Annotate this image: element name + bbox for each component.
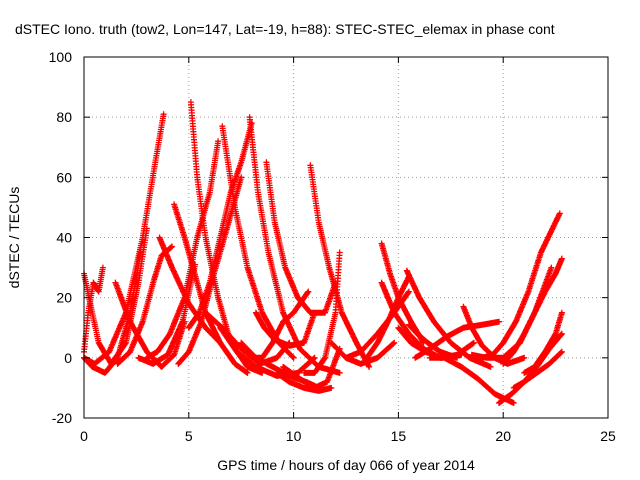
series-8 [135,261,199,367]
x-tick-label: 25 [600,428,616,444]
series-8-markers [135,261,199,367]
series-38 [479,210,563,361]
x-tick-label: 15 [391,428,407,444]
series-25 [301,249,343,376]
axis-ticks: 0 5 10 15 20 25 -20 0 20 40 60 80 100 [49,49,616,444]
chart-title: dSTEC Iono. truth (tow2, Lon=147, Lat=-1… [15,21,555,37]
series-13 [185,120,255,331]
series-24-markers [280,345,343,391]
data-markers [81,99,565,406]
y-tick-label: 20 [56,290,72,306]
y-tick-label: -20 [52,410,72,426]
series-25-markers [301,249,343,376]
x-tick-label: 5 [185,428,193,444]
series-40 [500,255,565,367]
x-tick-label: 10 [286,428,302,444]
series-26-markers [328,339,398,367]
series-21 [263,159,339,316]
series-40-markers [500,255,565,367]
series-42-markers [521,309,565,376]
y-tick-label: 40 [56,230,72,246]
x-tick-label: 0 [80,428,88,444]
series-20 [252,309,318,349]
series-26 [328,339,398,367]
series-42 [521,309,565,376]
series-38-markers [479,210,563,361]
y-axis-label: dSTEC / TECUs [6,187,22,289]
series-33 [403,267,494,370]
series-15 [246,114,343,376]
series-33-markers [403,267,494,370]
series-24 [280,345,343,391]
series-13-markers [185,120,255,331]
x-axis-label: GPS time / hours of day 066 of year 2014 [217,457,475,473]
y-tick-label: 100 [49,49,73,65]
y-tick-label: 60 [56,169,72,185]
x-tick-label: 20 [495,428,511,444]
series-15-markers [246,114,343,376]
series-21-markers [263,159,339,316]
series-20-markers [252,309,318,349]
y-tick-label: 80 [56,109,72,125]
y-tick-label: 0 [64,350,72,366]
